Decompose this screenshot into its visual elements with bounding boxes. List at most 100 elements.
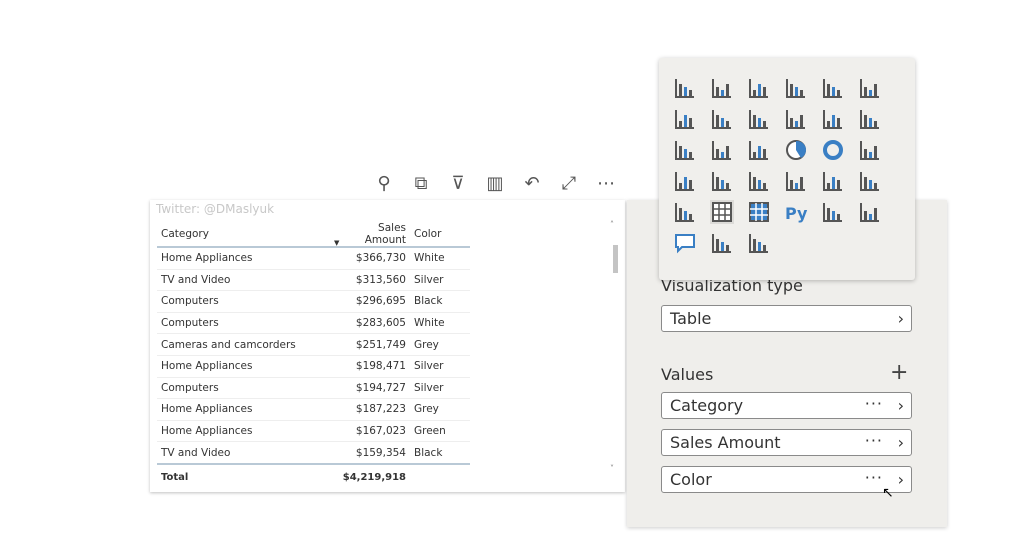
- visual-header-toolbar: ⚲ ⧉ ⊽ ▥ ↶ ⤢ ⋯: [372, 172, 618, 196]
- table-visual[interactable]: Twitter: @DMaslyuk Category Sales Amount…: [150, 200, 625, 492]
- decomposition-tree-icon[interactable]: [858, 200, 882, 224]
- total-row: Total $4,219,918: [157, 462, 470, 491]
- table-cell: TV and Video: [157, 269, 330, 292]
- more-options-icon[interactable]: ···: [864, 394, 883, 413]
- key-influencers-icon[interactable]: [821, 200, 845, 224]
- treemap-icon[interactable]: [858, 138, 882, 162]
- donut-chart-icon[interactable]: [821, 138, 845, 162]
- area-chart-icon[interactable]: [710, 107, 734, 131]
- chevron-right-icon[interactable]: ›: [897, 396, 904, 415]
- table-row[interactable]: TV and Video $313,560 Silver: [157, 269, 470, 292]
- field-name: Color: [670, 470, 712, 489]
- table-row[interactable]: Cameras and camcorders $251,749 Grey: [157, 333, 470, 356]
- table-cell: $296,695: [330, 290, 410, 313]
- column-header-color[interactable]: Color: [410, 222, 470, 248]
- field-well-category[interactable]: Category ··· ›: [661, 392, 912, 419]
- chevron-right-icon[interactable]: ›: [897, 470, 904, 489]
- dropdown-value: Table: [670, 309, 712, 328]
- add-field-icon[interactable]: +: [890, 360, 909, 385]
- table-cell: Home Appliances: [157, 398, 330, 421]
- more-options-icon[interactable]: ···: [864, 468, 883, 487]
- table-cell: $167,023: [330, 420, 410, 443]
- focus-mode-icon[interactable]: ⤢: [561, 173, 577, 194]
- stacked-column-chart-icon[interactable]: [710, 76, 734, 100]
- scroll-down-icon[interactable]: ˅: [610, 464, 614, 473]
- column-header-sales-amount[interactable]: Sales Amount ▼: [330, 222, 410, 248]
- visualization-type-dropdown[interactable]: Table ›: [661, 305, 912, 332]
- pie-chart-icon[interactable]: [784, 138, 808, 162]
- scroll-up-icon[interactable]: ˄: [610, 220, 614, 229]
- card-icon[interactable]: [784, 169, 808, 193]
- table-row[interactable]: Home Appliances $167,023 Green: [157, 420, 470, 443]
- table-cell: $251,749: [330, 333, 410, 356]
- smart-narrative-icon[interactable]: [710, 231, 734, 255]
- map-icon[interactable]: [673, 169, 697, 193]
- table-cell: Silver: [410, 269, 470, 292]
- svg-text:Py: Py: [785, 204, 808, 223]
- table-cell: White: [410, 247, 470, 270]
- 100-stacked-column-chart-icon[interactable]: [858, 76, 882, 100]
- filter-icon[interactable]: ⊽: [451, 173, 465, 194]
- clustered-bar-chart-icon[interactable]: [747, 76, 771, 100]
- table-cell: Home Appliances: [157, 355, 330, 378]
- ribbon-chart-icon[interactable]: [858, 107, 882, 131]
- scrollbar-thumb[interactable]: [613, 245, 618, 273]
- table-row[interactable]: Computers $283,605 White: [157, 312, 470, 335]
- column-header-category[interactable]: Category: [157, 222, 330, 248]
- chevron-right-icon[interactable]: ›: [897, 433, 904, 452]
- waterfall-chart-icon[interactable]: [673, 138, 697, 162]
- line-and-clustered-column-icon[interactable]: [821, 107, 845, 131]
- table-cell: $187,223: [330, 398, 410, 421]
- funnel-icon[interactable]: [710, 138, 734, 162]
- format-visual-icon[interactable]: ▥: [486, 173, 504, 194]
- table-cell: TV and Video: [157, 441, 330, 465]
- table-cell: $198,471: [330, 355, 410, 378]
- gauge-icon[interactable]: [747, 169, 771, 193]
- table-row[interactable]: TV and Video $159,354 Black: [157, 441, 470, 465]
- slicer-icon[interactable]: [673, 200, 697, 224]
- table-cell: $283,605: [330, 312, 410, 335]
- python-visual-icon[interactable]: Py: [784, 200, 808, 224]
- field-well-color[interactable]: Color ··· ›: [661, 466, 912, 493]
- scatter-chart-icon[interactable]: [747, 138, 771, 162]
- values-label: Values: [661, 365, 714, 384]
- clustered-column-chart-icon[interactable]: [784, 76, 808, 100]
- table-cell: Computers: [157, 290, 330, 313]
- line-and-stacked-column-icon[interactable]: [784, 107, 808, 131]
- visualization-type-label: Visualization type: [661, 276, 803, 295]
- 100-stacked-bar-chart-icon[interactable]: [821, 76, 845, 100]
- vertical-scrollbar[interactable]: ˄ ˅: [610, 220, 618, 473]
- sort-descending-icon: ▼: [334, 239, 340, 247]
- pin-icon[interactable]: ⚲: [377, 173, 391, 194]
- undo-icon[interactable]: ↶: [524, 173, 540, 194]
- chevron-right-icon: ›: [897, 309, 904, 328]
- multi-row-card-icon[interactable]: [821, 169, 845, 193]
- table-row[interactable]: Home Appliances $366,730 White: [157, 247, 470, 270]
- field-name: Category: [670, 396, 744, 415]
- table-cell: Home Appliances: [157, 247, 330, 270]
- copy-icon[interactable]: ⧉: [414, 173, 428, 194]
- matrix-icon[interactable]: [747, 200, 771, 224]
- table-cell: $194,727: [330, 377, 410, 400]
- field-name: Sales Amount: [670, 433, 781, 452]
- table-row[interactable]: Computers $296,695 Black: [157, 290, 470, 313]
- filled-map-icon[interactable]: [710, 169, 734, 193]
- table-cell: White: [410, 312, 470, 335]
- total-label: Total: [157, 462, 330, 491]
- stacked-bar-chart-icon[interactable]: [673, 76, 697, 100]
- data-table: Category Sales Amount ▼ Color Home Applia…: [157, 222, 470, 491]
- qa-icon[interactable]: [673, 231, 697, 255]
- kpi-icon[interactable]: [858, 169, 882, 193]
- table-row[interactable]: Home Appliances $187,223 Grey: [157, 398, 470, 421]
- table-row[interactable]: Home Appliances $198,471 Silver: [157, 355, 470, 378]
- total-empty: [410, 462, 470, 491]
- more-options-icon[interactable]: ···: [864, 431, 883, 450]
- line-chart-icon[interactable]: [673, 107, 697, 131]
- paginated-report-icon[interactable]: [747, 231, 771, 255]
- table-row[interactable]: Computers $194,727 Silver: [157, 377, 470, 400]
- table-cell: Computers: [157, 377, 330, 400]
- field-well-sales-amount[interactable]: Sales Amount ··· ›: [661, 429, 912, 456]
- stacked-area-chart-icon[interactable]: [747, 107, 771, 131]
- more-options-icon[interactable]: ⋯: [597, 173, 615, 194]
- table-icon[interactable]: [710, 200, 734, 224]
